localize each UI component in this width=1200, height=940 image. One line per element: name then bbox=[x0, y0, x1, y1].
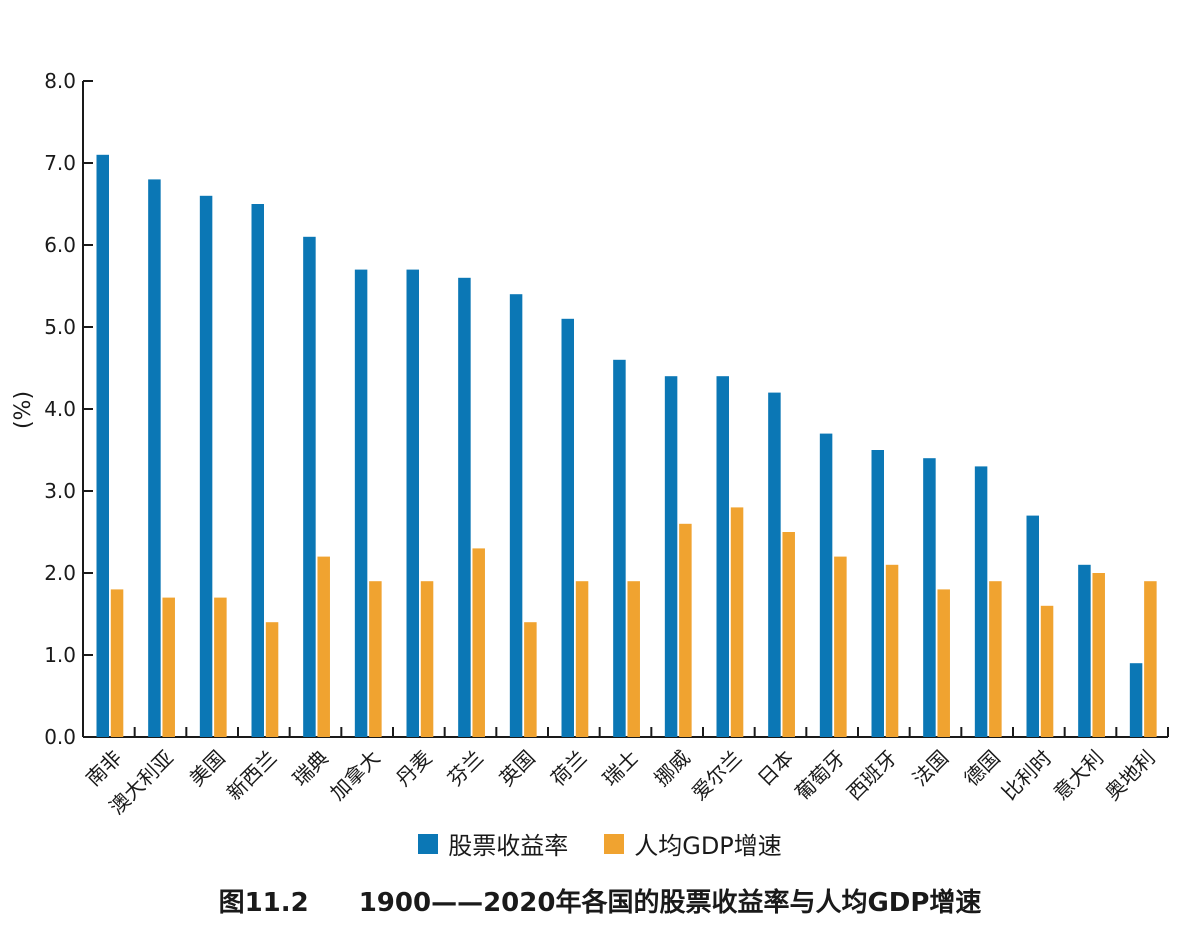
bar-gdp-growth bbox=[110, 589, 124, 737]
x-tick-label: 新西兰 bbox=[222, 746, 281, 805]
y-tick-label: 1.0 bbox=[44, 643, 76, 667]
bar-gdp-growth bbox=[885, 564, 899, 737]
x-tick-label: 美国 bbox=[184, 746, 229, 791]
bar-stock-return bbox=[1078, 564, 1091, 737]
x-tick-label: 爱尔兰 bbox=[687, 746, 746, 805]
y-tick-label: 0.0 bbox=[44, 725, 76, 749]
x-tick-label: 丹麦 bbox=[391, 746, 436, 791]
bar-stock-return bbox=[199, 195, 213, 738]
x-tick-label: 德国 bbox=[959, 746, 1004, 791]
bar-stock-return bbox=[96, 154, 109, 738]
x-tick-label: 挪威 bbox=[649, 746, 694, 791]
bar-stock-return bbox=[923, 458, 936, 737]
y-tick-label: 8.0 bbox=[44, 69, 76, 93]
bar-gdp-growth bbox=[1092, 573, 1105, 737]
x-tick-label: 奥地利 bbox=[1100, 746, 1159, 805]
bar-gdp-growth bbox=[730, 507, 744, 737]
legend-item-gdp-growth: 人均GDP增速 bbox=[604, 826, 782, 861]
bar-gdp-growth bbox=[369, 581, 382, 737]
bar-stock-return bbox=[664, 376, 678, 737]
bar-gdp-growth bbox=[679, 523, 692, 737]
bar-gdp-growth bbox=[1040, 605, 1054, 737]
x-tick-label: 比利时 bbox=[997, 746, 1056, 805]
bar-stock-return bbox=[148, 179, 161, 737]
x-tick-label: 法国 bbox=[908, 746, 953, 791]
x-tick-label: 葡萄牙 bbox=[790, 746, 849, 805]
bar-stock-return bbox=[871, 450, 884, 737]
bar-stock-return bbox=[354, 269, 368, 737]
bar-gdp-growth bbox=[214, 597, 227, 737]
bar-gdp-growth bbox=[472, 548, 485, 737]
x-tick-label: 加拿大 bbox=[325, 746, 384, 805]
figure-caption: 图11.2 1900——2020年各国的股票收益率与人均GDP增速 bbox=[0, 882, 1200, 919]
x-tick-label: 意大利 bbox=[1049, 746, 1108, 805]
bar-gdp-growth bbox=[782, 532, 795, 737]
x-tick-label: 荷兰 bbox=[546, 746, 591, 791]
legend: 股票收益率 人均GDP增速 bbox=[0, 826, 1200, 861]
y-tick-label: 5.0 bbox=[44, 315, 76, 339]
bar-stock-return bbox=[251, 204, 264, 737]
x-axis: 南非澳大利亚 美国新西兰 瑞典加拿大 丹麦 芬兰 英国 荷兰 瑞士 挪威爱尔兰 日本葡萄牙西班牙法… bbox=[81, 727, 1169, 819]
y-tick-label: 2.0 bbox=[44, 561, 76, 585]
bar-gdp-growth bbox=[265, 622, 279, 737]
legend-label-stock-return: 股票收益率 bbox=[448, 832, 569, 860]
x-tick-label: 南非 bbox=[81, 746, 126, 791]
bar-stock-return bbox=[561, 318, 574, 737]
legend-swatch-gdp-growth bbox=[604, 833, 625, 854]
bar-stock-return bbox=[613, 359, 626, 737]
y-tick-label: 4.0 bbox=[44, 397, 76, 421]
y-axis-label: (%) bbox=[11, 391, 36, 429]
bar-stock-return bbox=[1026, 515, 1039, 737]
bar-stock-return bbox=[406, 269, 419, 737]
bar-chart: 0.0 1.0 2.0 3.0 4.0 5.0 6.0 7.0 8.0 南非澳大利亚 美国新西兰瑞… bbox=[11, 69, 1169, 819]
x-tick-label: 瑞士 bbox=[598, 746, 643, 791]
y-axis: 0.0 1.0 2.0 3.0 4.0 5.0 6.0 7.0 8.0 bbox=[44, 69, 93, 749]
legend-swatch-stock-return bbox=[418, 833, 439, 854]
figure-number: 图11.2 bbox=[218, 888, 309, 918]
bar-gdp-growth bbox=[627, 581, 640, 737]
y-tick-label: 7.0 bbox=[44, 151, 76, 175]
bar-stock-return bbox=[458, 277, 471, 737]
x-tick-label: 西班牙 bbox=[842, 746, 901, 805]
bars bbox=[96, 154, 1157, 738]
bar-stock-return bbox=[819, 433, 833, 737]
figure-title: 1900——2020年各国的股票收益率与人均GDP增速 bbox=[358, 888, 982, 918]
x-tick-label: 芬兰 bbox=[443, 746, 488, 791]
bar-gdp-growth bbox=[317, 556, 330, 737]
bar-stock-return bbox=[1129, 663, 1143, 737]
bar-stock-return bbox=[974, 466, 988, 737]
bar-stock-return bbox=[303, 236, 316, 738]
x-tick-label: 英国 bbox=[494, 746, 539, 791]
legend-label-gdp-growth: 人均GDP增速 bbox=[634, 832, 782, 860]
x-tick-label: 日本 bbox=[753, 746, 798, 791]
bar-gdp-growth bbox=[162, 597, 175, 737]
bar-gdp-growth bbox=[1144, 581, 1157, 737]
bar-gdp-growth bbox=[989, 581, 1002, 737]
y-tick-label: 3.0 bbox=[44, 479, 76, 503]
bar-gdp-growth bbox=[834, 556, 847, 737]
x-tick-label: 瑞典 bbox=[288, 746, 333, 791]
legend-item-stock-return: 股票收益率 bbox=[418, 826, 568, 861]
bar-gdp-growth bbox=[524, 622, 537, 737]
bar-gdp-growth bbox=[937, 589, 950, 737]
bar-gdp-growth bbox=[575, 581, 589, 737]
bar-stock-return bbox=[716, 376, 729, 737]
bar-stock-return bbox=[768, 392, 781, 737]
bar-stock-return bbox=[509, 294, 523, 737]
bar-gdp-growth bbox=[420, 581, 434, 737]
y-tick-label: 6.0 bbox=[44, 233, 76, 257]
